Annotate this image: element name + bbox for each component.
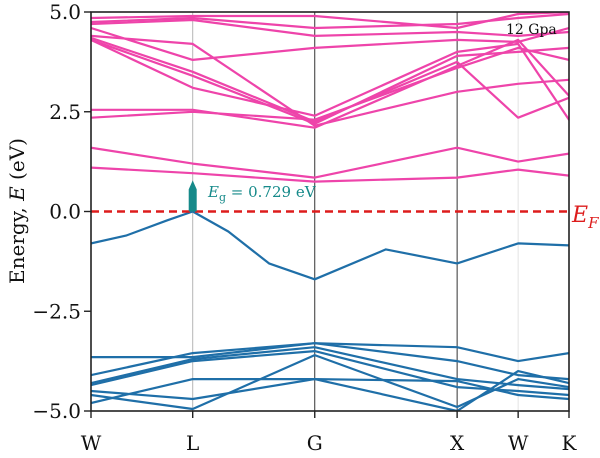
- valence-band-line-18: [91, 354, 569, 411]
- y-tick-label-0: 5.0: [49, 0, 81, 24]
- x-tick-label-2: G: [307, 431, 323, 455]
- pressure-annotation: 12 Gpa: [506, 22, 557, 38]
- y-axis-ticks: 5.0 2.5 0.0 −2.5 −5.0: [32, 0, 91, 423]
- conduction-band-line-0: [91, 166, 569, 183]
- y-tick-label-2: 0.0: [49, 200, 81, 224]
- y-axis-title-symbol: E: [5, 186, 29, 202]
- y-tick-label-3: −2.5: [32, 299, 81, 323]
- conduction-band-line-7: [91, 38, 569, 121]
- conduction-band-line-5: [91, 38, 569, 125]
- x-tick-label-0: W: [81, 431, 102, 455]
- band-gap-arrow: [188, 180, 197, 212]
- fermi-level-label: EF: [571, 203, 599, 232]
- conduction-band-line-6: [91, 36, 569, 123]
- band-gap-label: Eg = 0.729 eV: [207, 183, 317, 204]
- fermi-label-sub: F: [587, 214, 599, 232]
- band-gap-label-main: E: [207, 183, 219, 201]
- conduction-band-line-11: [91, 12, 569, 30]
- band-gap-label-sub: g: [219, 191, 226, 204]
- y-axis-title-unit: (eV): [5, 138, 29, 186]
- y-tick-label-4: −5.0: [32, 399, 81, 423]
- conduction-band-line-4: [91, 34, 569, 127]
- band-gap-label-value: = 0.729 eV: [226, 183, 317, 201]
- fermi-label-main: E: [571, 203, 588, 228]
- conduction-band-line-1: [91, 146, 569, 179]
- conduction-band-line-9: [91, 18, 569, 38]
- band-lines: [91, 12, 569, 411]
- valence-band-line-15: [91, 346, 569, 391]
- conduction-band-line-3: [91, 38, 569, 129]
- x-tick-label-4: W: [508, 431, 529, 455]
- x-tick-label-5: K: [562, 431, 578, 455]
- valence-band-line-14: [91, 342, 569, 381]
- valence-band-line-19: [91, 370, 569, 411]
- valence-band-line-12: [91, 210, 569, 281]
- y-axis-title: Energy, E (eV): [5, 138, 29, 284]
- valence-band-line-16: [91, 350, 569, 397]
- conduction-band-line-10: [91, 12, 569, 30]
- x-tick-label-1: L: [186, 431, 199, 455]
- conduction-band-line-8: [91, 26, 569, 62]
- y-tick-label-1: 2.5: [49, 100, 81, 124]
- y-axis-title-prefix: Energy,: [5, 201, 29, 284]
- x-tick-label-3: X: [450, 431, 465, 455]
